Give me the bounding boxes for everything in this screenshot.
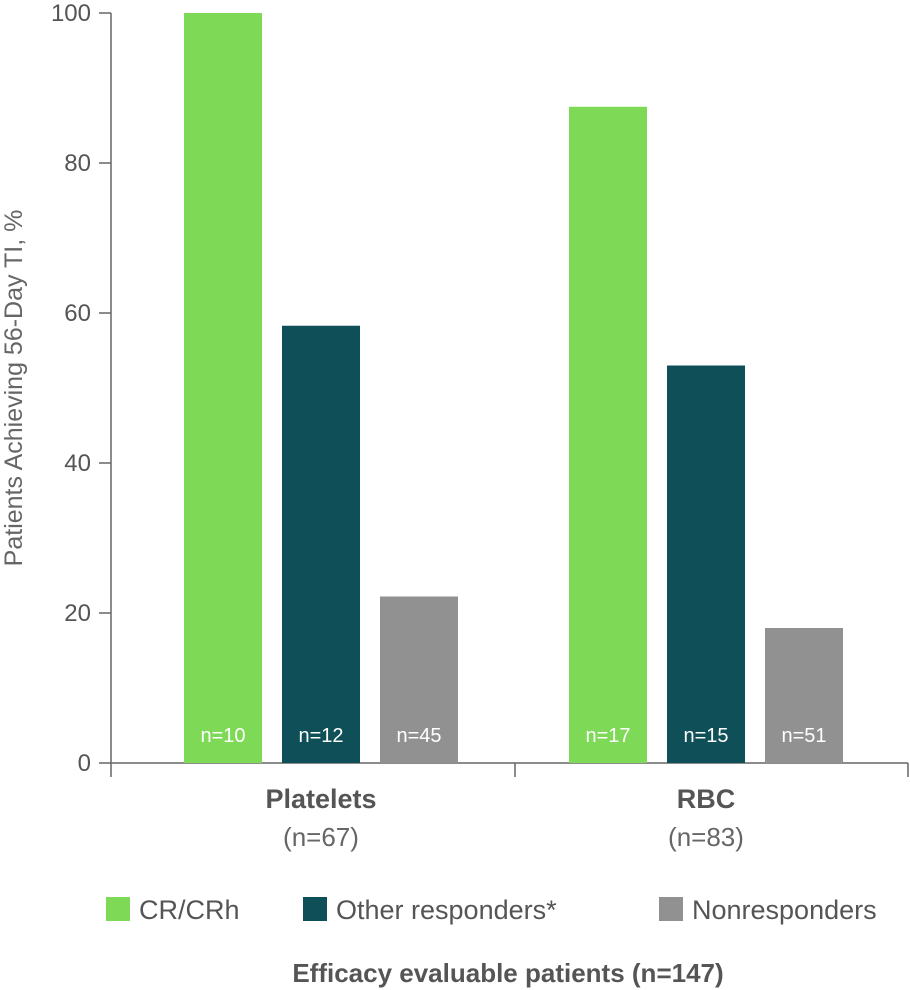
y-tick-label: 60 (64, 300, 91, 327)
bar-data-label: n=45 (396, 725, 441, 747)
y-tick-label: 0 (78, 750, 91, 777)
category-label: Platelets (265, 784, 376, 814)
bar-data-label: n=15 (683, 725, 728, 747)
y-tick-label: 100 (51, 0, 91, 27)
bar-data-label: n=10 (200, 725, 245, 747)
bar (282, 325, 360, 763)
legend-label: Nonresponders (692, 895, 877, 925)
y-axis-title: Patients Achieving 56-Day TI, % (0, 210, 28, 567)
bar (765, 628, 843, 763)
legend-swatch (303, 897, 327, 921)
bars (184, 13, 843, 763)
bar (667, 365, 745, 763)
legend-swatch (106, 897, 130, 921)
legend-label: CR/CRh (139, 895, 240, 925)
category-label: RBC (677, 784, 736, 814)
x-axis: Platelets (n=67) RBC (n=83) (110, 762, 909, 852)
bar-data-label: n=12 (298, 725, 343, 747)
bar (184, 13, 262, 763)
y-tick-label: 40 (64, 450, 91, 477)
y-tick-label: 20 (64, 600, 91, 627)
bar (569, 106, 647, 763)
bar-data-label: n=17 (585, 725, 630, 747)
legend: CR/CRh Other responders* Nonresponders (106, 895, 877, 925)
category-sublabel: (n=83) (668, 822, 744, 852)
legend-label: Other responders* (336, 895, 557, 925)
bar-labels: n=10 n=12 n=45 n=17 n=15 n=51 (200, 725, 826, 747)
legend-swatch (659, 897, 683, 921)
category-sublabel: (n=67) (283, 822, 359, 852)
y-axis: 0 20 40 60 80 100 (51, 0, 112, 777)
bar (380, 596, 458, 763)
y-tick-label: 80 (64, 150, 91, 177)
bar-data-label: n=51 (781, 725, 826, 747)
x-axis-title: Efficacy evaluable patients (n=147) (292, 958, 723, 988)
